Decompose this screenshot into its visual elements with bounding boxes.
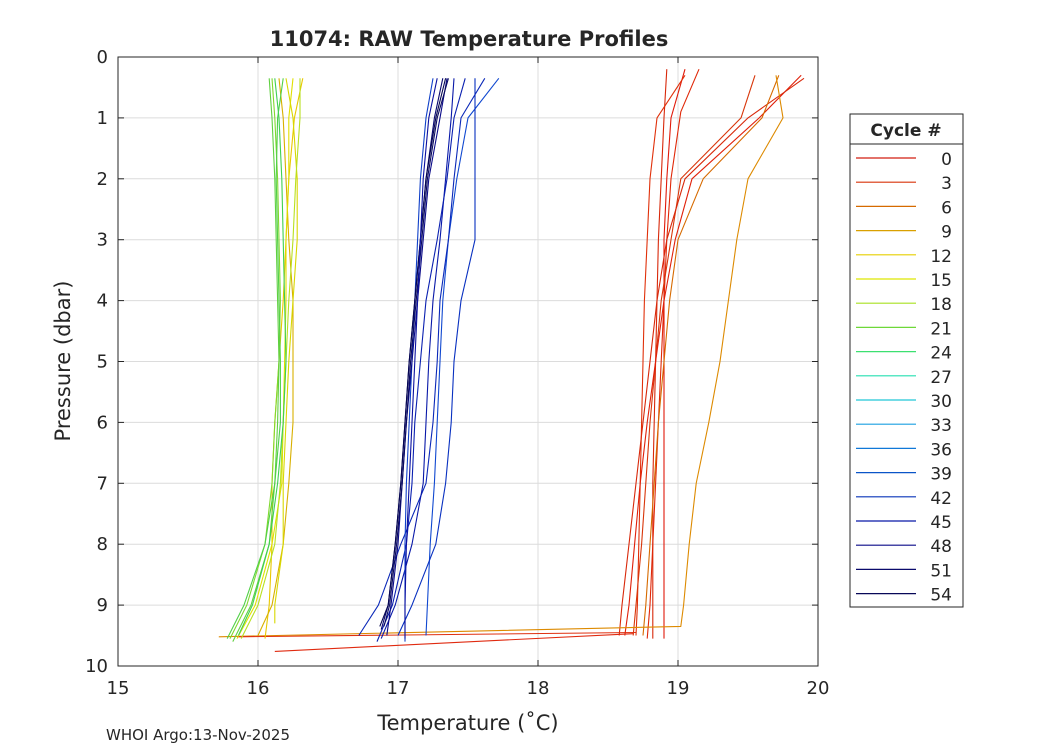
legend-label-cycle-6: 6: [941, 198, 952, 218]
profile-line-b7: [386, 78, 448, 636]
profile-line-p06: [624, 74, 802, 636]
profile-line-b10: [379, 78, 447, 627]
legend-label-cycle-33: 33: [930, 416, 952, 436]
legend-label-cycle-42: 42: [930, 489, 952, 509]
series-group: [218, 68, 805, 652]
y-axis-label: Pressure (dbar): [51, 281, 75, 442]
y-tick-label: 8: [97, 534, 108, 555]
legend-label-cycle-0: 0: [941, 150, 952, 170]
legend-label-cycle-27: 27: [930, 368, 952, 388]
legend-label-cycle-21: 21: [930, 319, 952, 339]
legend-label-cycle-54: 54: [930, 586, 952, 606]
profile-line-b2: [397, 78, 476, 636]
y-tick-label: 9: [97, 595, 108, 616]
profile-line-y4: [274, 78, 298, 624]
y-tick-label: 7: [97, 473, 108, 494]
profile-line-p11: [274, 633, 634, 652]
profile-line-y2: [257, 78, 294, 636]
legend-label-cycle-18: 18: [930, 295, 952, 315]
x-axis-label: Temperature (˚C): [376, 711, 558, 735]
x-tick-label: 20: [807, 678, 830, 699]
profile-line-b9: [383, 78, 449, 627]
chart-title: 11074: RAW Temperature Profiles: [270, 27, 669, 51]
legend-label-cycle-51: 51: [930, 561, 952, 581]
profile-line-p08: [642, 75, 780, 636]
legend-label-cycle-15: 15: [930, 271, 952, 291]
y-tick-label: 3: [97, 230, 108, 251]
legend-label-cycle-24: 24: [930, 344, 952, 364]
y-tick-label: 4: [97, 291, 108, 312]
profile-line-y3: [236, 78, 294, 639]
profile-line-g3: [226, 78, 284, 639]
profile-line-p03: [635, 74, 686, 636]
legend-label-cycle-39: 39: [930, 465, 952, 485]
legend-label-cycle-9: 9: [941, 223, 952, 243]
legend-label-cycle-36: 36: [930, 440, 952, 460]
footer-credit: WHOI Argo:13-Nov-2025: [106, 726, 290, 744]
y-tick-label: 6: [97, 412, 108, 433]
profile-line-b11: [404, 78, 438, 639]
legend-label-cycle-3: 3: [941, 174, 952, 194]
y-tick-label: 0: [97, 47, 108, 68]
profile-line-p09: [218, 75, 784, 638]
legend-box: [849, 113, 964, 608]
legend-title: Cycle #: [870, 121, 941, 141]
y-tick-label: 10: [85, 656, 108, 677]
profile-line-b5: [376, 78, 466, 642]
x-tick-label: 15: [107, 678, 130, 699]
y-tick-label: 1: [97, 108, 108, 129]
legend-label-cycle-12: 12: [930, 247, 952, 267]
profile-line-p04: [646, 68, 700, 639]
axis-ticks: 15 16 17 18 19 20 0 1 2 3 4 5 6 7 8 9 10: [85, 47, 829, 699]
profile-line-p07: [618, 77, 805, 636]
profile-line-g4: [237, 78, 287, 636]
y-tick-label: 5: [97, 352, 108, 373]
grid-lines: [118, 57, 818, 666]
x-tick-label: 18: [527, 678, 550, 699]
legend: Cycle # 03691215182124273033363942454851…: [849, 113, 964, 608]
profile-line-b1: [425, 77, 500, 636]
legend-label-cycle-45: 45: [930, 513, 952, 533]
profile-line-p10: [236, 631, 637, 638]
x-tick-label: 19: [667, 678, 690, 699]
legend-label-cycle-30: 30: [930, 392, 952, 412]
x-tick-label: 16: [247, 678, 270, 699]
y-tick-label: 2: [97, 169, 108, 190]
x-tick-label: 17: [387, 678, 410, 699]
legend-label-cycle-48: 48: [930, 537, 952, 557]
